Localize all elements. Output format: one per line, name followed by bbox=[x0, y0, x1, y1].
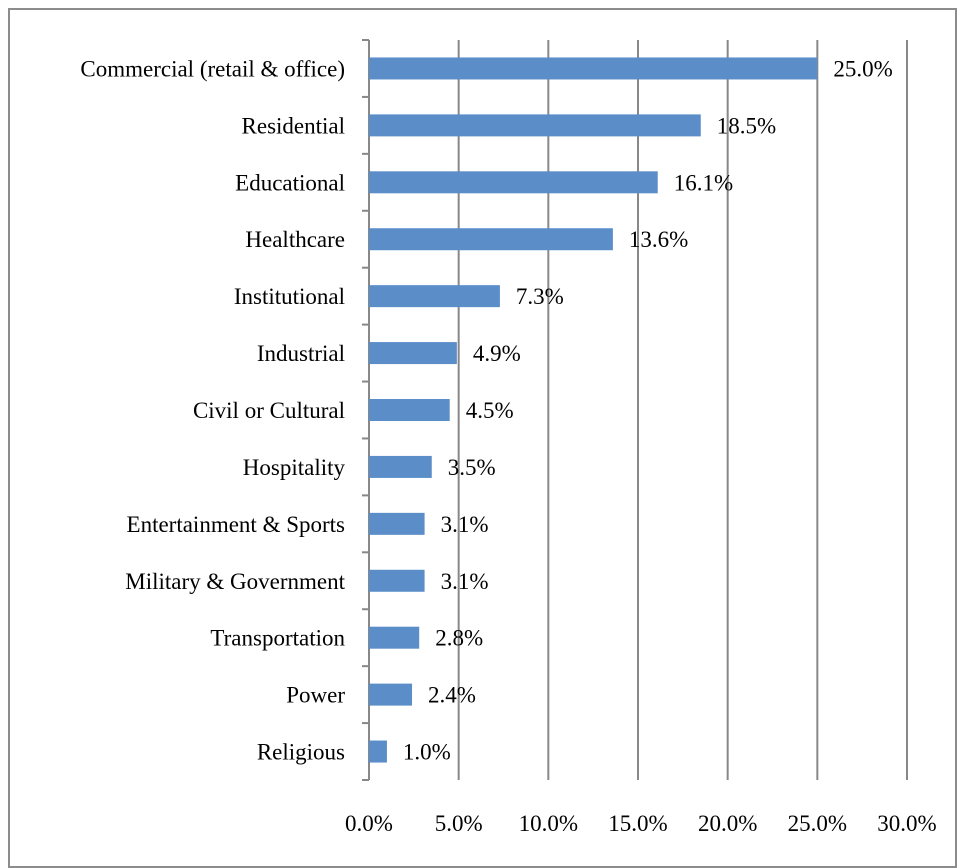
bar bbox=[369, 455, 432, 478]
category-label: Commercial (retail & office) bbox=[80, 56, 345, 81]
category-label: Hospitality bbox=[243, 455, 346, 480]
x-tick-label: 30.0% bbox=[877, 811, 936, 836]
x-tick-label: 25.0% bbox=[788, 811, 847, 836]
category-label: Civil or Cultural bbox=[193, 398, 345, 423]
data-label: 25.0% bbox=[833, 56, 892, 81]
category-label: Military & Government bbox=[125, 569, 345, 594]
value-labels: 25.0% 18.5% 16.1% 13.6% 7.3% 4.9% 4.5% 3.5% 3.1%… bbox=[403, 56, 893, 764]
bar bbox=[369, 683, 413, 706]
bar bbox=[369, 285, 500, 308]
category-label: Residential bbox=[242, 113, 345, 138]
data-label: 2.4% bbox=[428, 683, 476, 708]
data-label: 18.5% bbox=[717, 113, 776, 138]
bar bbox=[369, 342, 457, 365]
x-tick-label: 15.0% bbox=[608, 811, 667, 836]
x-tick-label: 0.0% bbox=[345, 811, 393, 836]
bar bbox=[369, 57, 818, 80]
chart-frame: Commercial (retail & office) Residential E… bbox=[8, 8, 957, 868]
data-label: 13.6% bbox=[629, 227, 688, 252]
category-labels: Commercial (retail & office) Residential E… bbox=[80, 56, 345, 764]
data-label: 3.5% bbox=[448, 455, 496, 480]
bar bbox=[369, 569, 425, 592]
bar-chart: Commercial (retail & office) Residential E… bbox=[80, 39, 937, 836]
category-label: Institutional bbox=[234, 284, 345, 309]
bar bbox=[369, 114, 701, 137]
gridlines bbox=[362, 39, 908, 781]
category-label: Educational bbox=[235, 170, 345, 195]
data-label: 4.5% bbox=[466, 398, 514, 423]
bar bbox=[369, 171, 658, 194]
category-label: Power bbox=[286, 683, 345, 708]
category-label: Entertainment & Sports bbox=[127, 512, 346, 537]
x-tick-labels: 0.0% 5.0% 10.0% 15.0% 20.0% 25.0% 30.0% bbox=[345, 811, 937, 836]
data-label: 7.3% bbox=[516, 284, 564, 309]
category-label: Industrial bbox=[257, 341, 345, 366]
data-label: 16.1% bbox=[674, 170, 733, 195]
data-label: 1.0% bbox=[403, 740, 451, 765]
bars bbox=[369, 57, 818, 763]
category-label: Healthcare bbox=[245, 227, 345, 252]
bar bbox=[369, 740, 387, 763]
bar bbox=[369, 228, 613, 251]
x-tick-label: 20.0% bbox=[698, 811, 757, 836]
x-tick-label: 5.0% bbox=[435, 811, 483, 836]
x-tick-label: 10.0% bbox=[519, 811, 578, 836]
data-label: 3.1% bbox=[441, 512, 489, 537]
data-label: 3.1% bbox=[441, 569, 489, 594]
data-label: 2.8% bbox=[435, 626, 483, 651]
bar bbox=[369, 399, 450, 421]
bar bbox=[369, 626, 420, 649]
bar bbox=[369, 512, 425, 535]
data-label: 4.9% bbox=[473, 341, 521, 366]
category-label: Religious bbox=[257, 740, 345, 765]
category-label: Transportation bbox=[210, 626, 345, 651]
